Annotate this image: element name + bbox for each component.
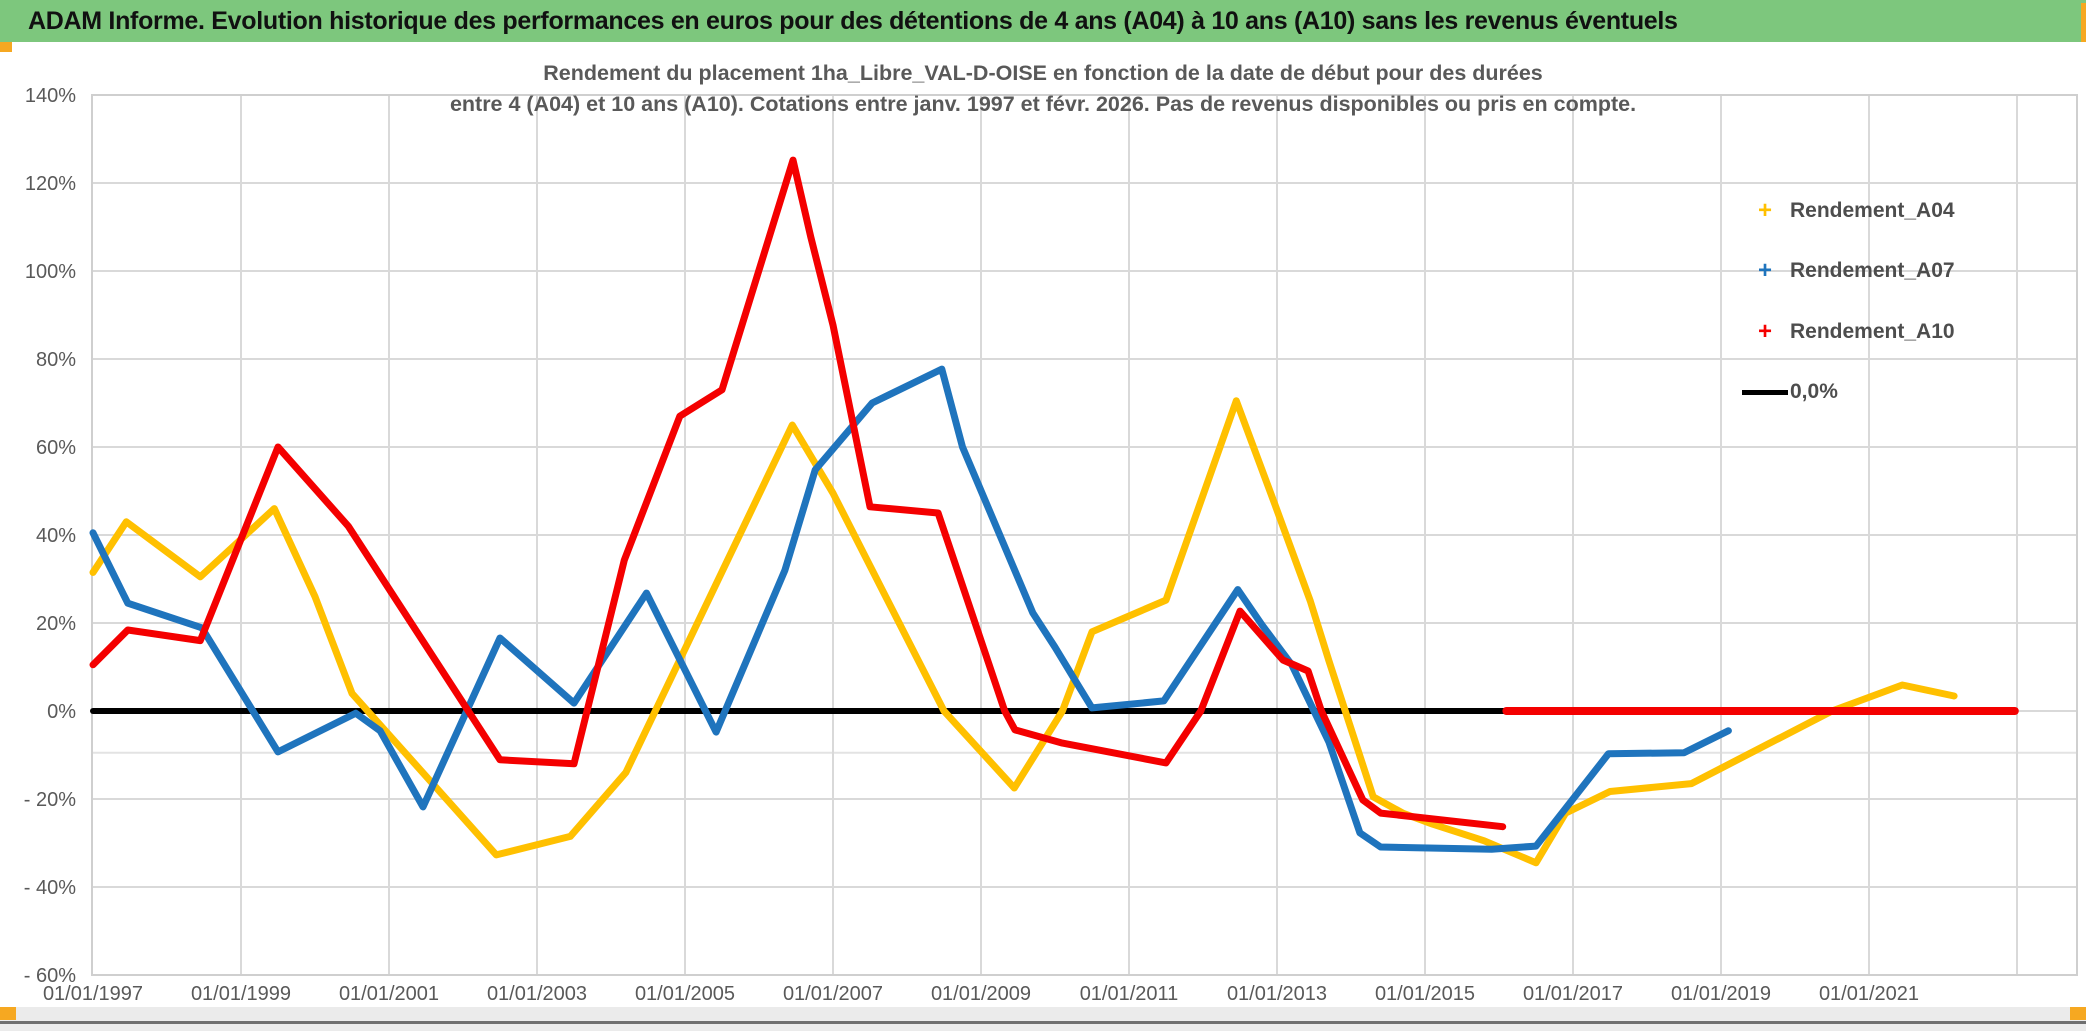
legend-item-rendement-a10[interactable]: + Rendement_A10 (1742, 317, 1955, 347)
frame-corner-bottom-right (2070, 1007, 2086, 1020)
x-axis-tick-label: 01/01/1997 (43, 983, 143, 1005)
header-title: ADAM Informe. Evolution historique des p… (28, 6, 1678, 35)
y-axis-tick-label: 80% (36, 349, 76, 371)
chart-title-line2: entre 4 (A04) et 10 ans (A10). Cotations… (449, 92, 1637, 116)
x-axis-tick-label: 01/01/2003 (487, 983, 587, 1005)
frame-edge-top-right (2081, 3, 2086, 42)
x-axis-tick-label: 01/01/2001 (339, 983, 439, 1005)
legend-item-zero-line[interactable]: 0,0% (1742, 377, 1838, 407)
legend-label: Rendement_A04 (1790, 199, 1955, 222)
frame-corner-bottom-left (0, 1007, 16, 1020)
x-axis-tick-label: 01/01/2015 (1375, 983, 1475, 1005)
footer-divider-line (0, 1021, 2086, 1024)
series-line-rendement_a10[interactable] (89, 156, 1507, 831)
frame-corner-top-left (0, 42, 12, 52)
legend-label: Rendement_A07 (1790, 259, 1955, 282)
x-axis-tick-label: 01/01/2009 (931, 983, 1031, 1005)
x-axis-tick-label: 01/01/2019 (1671, 983, 1771, 1005)
y-axis-tick-label: 40% (36, 525, 76, 547)
plus-marker-icon: + (1757, 257, 1772, 284)
series-line-rendement_a04[interactable] (89, 397, 1958, 867)
y-axis-tick-label: - 40% (24, 877, 76, 899)
plus-marker-icon: + (1757, 318, 1772, 345)
x-axis-tick-label: 01/01/2007 (783, 983, 883, 1005)
y-axis-tick-label: 60% (36, 437, 76, 459)
x-axis-tick-label: 01/01/2013 (1227, 983, 1327, 1005)
legend-label: Rendement_A10 (1790, 320, 1955, 343)
y-axis-tick-label: - 20% (24, 789, 76, 811)
y-axis-tick-label: 0% (47, 701, 76, 723)
chart-title: Rendement du placement 1ha_Libre_VAL-D-O… (0, 58, 2086, 120)
header-banner: ADAM Informe. Evolution historique des p… (0, 0, 2086, 42)
x-axis-tick-label: 01/01/2021 (1819, 983, 1919, 1005)
y-axis-tick-label: 120% (25, 173, 76, 195)
zero-line-sample-icon (1742, 389, 1788, 395)
x-axis-tick-label: 01/01/2005 (635, 983, 735, 1005)
plus-marker-icon: + (1757, 197, 1772, 224)
y-axis-tick-label: 20% (36, 613, 76, 635)
chart-title-line1: Rendement du placement 1ha_Libre_VAL-D-O… (543, 61, 1543, 85)
footer-band (0, 1007, 2086, 1031)
series-line-rendement_a07[interactable] (89, 365, 1732, 853)
y-axis-tick-label: 140% (25, 85, 76, 107)
y-axis-tick-label: 100% (25, 261, 76, 283)
x-axis-tick-label: 01/01/2011 (1080, 983, 1179, 1005)
x-axis-tick-label: 01/01/2017 (1523, 983, 1623, 1005)
legend-item-rendement-a07[interactable]: + Rendement_A07 (1742, 256, 1955, 286)
legend-label: 0,0% (1790, 380, 1838, 403)
x-axis-tick-label: 01/01/1999 (191, 983, 291, 1005)
y-axis-tick-label: - 60% (24, 965, 76, 987)
legend-item-rendement-a04[interactable]: + Rendement_A04 (1742, 196, 1955, 226)
